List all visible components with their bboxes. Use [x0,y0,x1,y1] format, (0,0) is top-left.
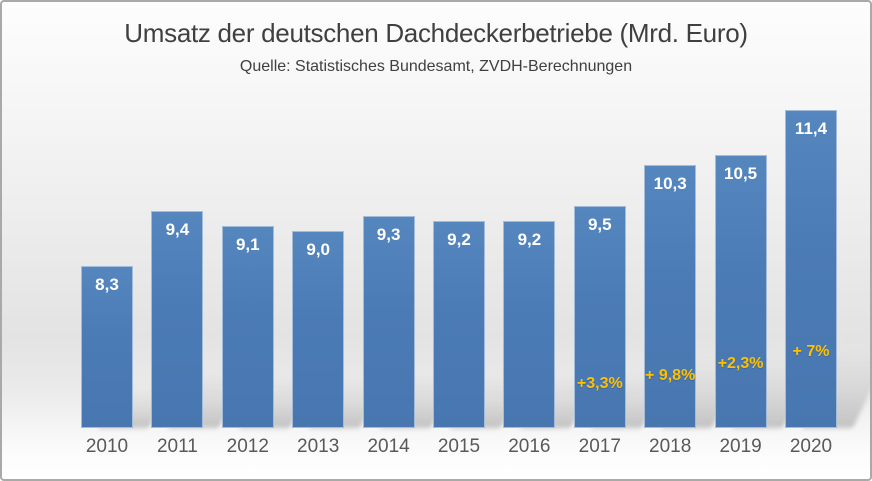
bar-2013: 9,0 [292,231,345,428]
bar-value-label: 10,3 [653,174,687,193]
year-label-2015: 2015 [437,436,481,457]
year-label-2016: 2016 [508,436,551,457]
bar-value-label: 9,5 [587,215,612,234]
growth-label-2018: + 9,8% [645,367,696,384]
bar-2018: 10,3 [644,165,697,428]
bar-2010: 8,3 [81,266,133,428]
bar-2014: 9,3 [362,216,415,428]
bar-value-label: 9,2 [517,230,542,249]
year-label-2020: 2020 [789,436,833,457]
year-label-2012: 2012 [226,436,269,457]
year-label-2017: 2017 [578,436,621,457]
bar-2016: 9,2 [503,221,556,428]
bar-value-label: 11,4 [794,119,828,138]
bar-value-label: 9,2 [447,230,471,249]
bar-2019: 10,5 [714,155,767,428]
bar-value-label: 9,4 [165,220,190,239]
bar-value-label: 10,5 [724,164,758,183]
growth-label-2020: + 7% [792,343,830,360]
bar-2020: 11,4 [785,110,837,428]
bar-2015: 9,2 [433,221,485,428]
bar-value-label: 9,3 [376,225,401,244]
year-label-2010: 2010 [85,436,129,457]
chart-subtitle: Quelle: Statistisches Bundesamt, ZVDH-Be… [239,58,633,75]
year-label-2011: 2011 [156,436,198,457]
bar-value-label: 8,3 [95,275,119,294]
year-label-2013: 2013 [297,436,340,457]
year-label-2019: 2019 [719,436,762,457]
year-label-2018: 2018 [649,436,692,457]
year-label-2014: 2014 [367,436,410,457]
growth-label-2019: +2,3% [717,355,764,372]
bar-value-label: 9,0 [306,240,330,259]
bar-value-label: 9,1 [235,235,260,254]
bar-2012: 9,1 [221,226,274,428]
bar-2011: 9,4 [151,211,204,428]
growth-label-2017: +3,3% [576,375,623,392]
chart-title: Umsatz der deutschen Dachdeckerbetriebe … [124,18,748,48]
bar-2017: 9,5 [573,206,626,428]
